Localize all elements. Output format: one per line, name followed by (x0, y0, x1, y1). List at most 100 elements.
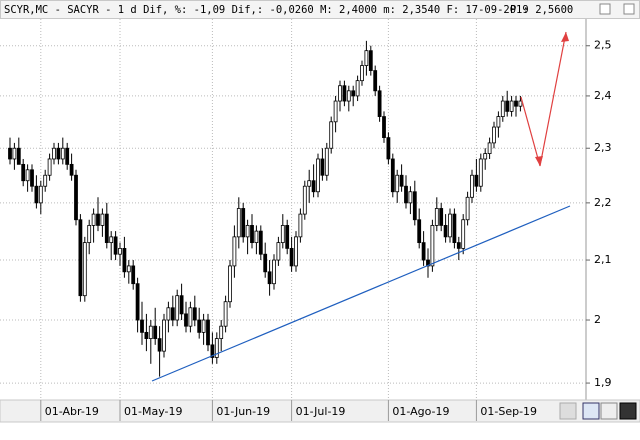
y-tick-label: 2,3 (594, 141, 612, 154)
candle-body (210, 344, 215, 358)
candle-body (109, 236, 114, 244)
candle-body (96, 213, 100, 226)
candle-body (236, 208, 241, 238)
candle-body (368, 50, 373, 71)
candle-body (492, 126, 496, 144)
candle-body (100, 213, 105, 226)
candle-body (65, 147, 70, 165)
candle-body (60, 147, 65, 160)
x-tick-label: 01-Jun-19 (216, 405, 270, 418)
price-label: P : 2,5600 (510, 4, 573, 16)
candle-body (148, 325, 153, 339)
candle-body (509, 100, 514, 112)
candle-body (514, 100, 518, 107)
candle-body (496, 116, 501, 128)
candle-body (505, 100, 510, 112)
candle-body (250, 225, 254, 244)
candle-body (478, 158, 483, 187)
candle-body (21, 163, 26, 182)
candle-body (443, 225, 448, 238)
candle-body (390, 158, 395, 193)
candle-body (316, 158, 320, 193)
candle-body (184, 313, 188, 327)
candle-body (474, 174, 479, 187)
candle-body (206, 319, 210, 346)
y-tick-label: 2,2 (594, 196, 612, 209)
close-button[interactable] (623, 3, 635, 15)
y-tick-label: 2,5 (594, 39, 612, 52)
candle-body (74, 174, 78, 221)
candle-body (355, 80, 360, 97)
candle-body (8, 147, 12, 160)
candle-body (47, 158, 52, 176)
candle-body (448, 213, 452, 238)
x-tick-label: 01-Sep-19 (480, 405, 537, 418)
candle-body (34, 185, 39, 204)
candle-body (346, 90, 351, 102)
candle-body (456, 242, 461, 249)
arrow-head (535, 156, 543, 166)
candle-body (179, 295, 184, 315)
candle-body (338, 85, 342, 102)
candle-body (461, 219, 466, 249)
save-button[interactable] (582, 402, 600, 420)
candle-body (157, 338, 162, 352)
candle-body (364, 50, 369, 66)
candle-body (280, 225, 285, 244)
candle-body (175, 295, 180, 321)
x-tick-label: 01-Jul-19 (296, 405, 346, 418)
candle-body (430, 225, 435, 267)
candle-body (87, 225, 92, 244)
y-tick-label: 2,1 (594, 253, 612, 266)
candle-body (214, 338, 219, 358)
trend-line (151, 205, 571, 382)
candle-body (360, 65, 364, 82)
candle-body (417, 219, 422, 244)
candle-body (30, 169, 34, 187)
candle-body (483, 153, 488, 160)
candle-body (12, 147, 17, 160)
candle-body (219, 325, 224, 339)
candle-body (518, 100, 523, 107)
x-tick-label: 01-Abr-19 (45, 405, 99, 418)
candle-body (78, 219, 83, 297)
candle-body (126, 265, 131, 273)
candle-body (144, 331, 149, 339)
candle-body (118, 247, 122, 255)
candle-body (82, 242, 87, 297)
candle-body (342, 85, 347, 102)
candle-body (434, 208, 439, 226)
y-tick-label: 2 (594, 313, 601, 326)
candle-body (69, 163, 74, 176)
toolbar-button[interactable] (559, 402, 577, 420)
pin-button[interactable] (600, 402, 618, 420)
candle-body (500, 100, 505, 117)
candle-body (113, 236, 118, 255)
candle-body (320, 158, 325, 176)
view-button[interactable] (619, 402, 637, 420)
candle-body (439, 208, 444, 226)
candle-body (135, 283, 140, 321)
candle-body (294, 236, 298, 267)
candle-body (263, 253, 268, 273)
candle-body (254, 230, 259, 244)
candle-body (421, 242, 426, 261)
candle-body (43, 174, 48, 187)
candle-body (131, 265, 136, 285)
candle-body (412, 191, 417, 221)
candle-body (258, 230, 263, 255)
candle-body (373, 70, 378, 92)
candle-body (16, 147, 21, 165)
candle-body (404, 185, 408, 204)
candle-body (197, 319, 202, 333)
candle-body (56, 147, 61, 160)
candle-body (162, 319, 166, 352)
minimize-button[interactable] (599, 3, 611, 15)
candle-body (386, 137, 391, 160)
candle-body (408, 191, 413, 204)
candle-body (228, 265, 232, 303)
candle-body (307, 180, 312, 187)
y-tick-label: 1,9 (594, 376, 612, 389)
